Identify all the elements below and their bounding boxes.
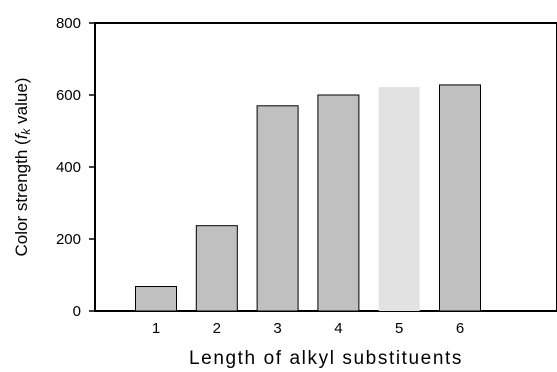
bars-group [135, 84, 481, 312]
x-tick-label: 3 [273, 320, 281, 337]
bar-3 [256, 105, 299, 312]
bar-1 [135, 286, 177, 312]
y-tick-label: 0 [73, 303, 81, 320]
x-tick-label: 5 [395, 320, 403, 337]
x-tick-label: 2 [213, 320, 221, 337]
y-axis-ticks: 0 200 400 600 800 [56, 15, 95, 320]
y-tick-label: 800 [56, 15, 81, 32]
y-tick-label: 400 [56, 159, 81, 176]
x-tick-label: 4 [334, 320, 342, 337]
bar-6 [439, 84, 481, 312]
bar-5 [378, 87, 420, 311]
bar-4 [317, 94, 360, 312]
x-axis-ticks: 1 2 3 4 5 6 [152, 320, 464, 337]
y-tick-label: 200 [56, 231, 81, 248]
x-tick-label: 1 [152, 320, 160, 337]
y-axis-title: Color strength (fk value) [12, 78, 33, 257]
bar-2 [195, 225, 238, 312]
x-tick-label: 6 [456, 320, 464, 337]
x-axis-title: Length of alkyl substituents [189, 348, 463, 369]
y-tick-label: 600 [56, 87, 81, 104]
